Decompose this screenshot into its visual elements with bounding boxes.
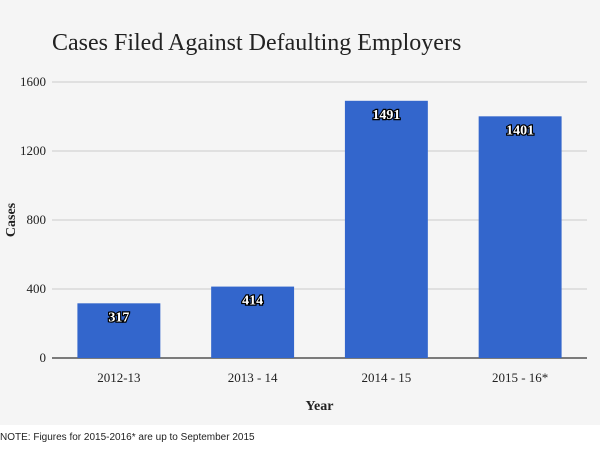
bar-chart: 0 400 800 1200 1600 317 2012-13 414 2013 - 14 149… xyxy=(4,74,587,414)
footnote: NOTE: Figures for 2015-2016* are up to S… xyxy=(0,432,255,443)
y-tick-label: 0 xyxy=(40,350,47,365)
chart-panel: Cases Filed Against Defaulting Employers… xyxy=(4,30,587,414)
y-tick-label: 1600 xyxy=(20,74,46,89)
bar xyxy=(344,100,428,359)
x-tick-label: 2012-13 xyxy=(97,370,140,385)
y-tick-label: 1200 xyxy=(20,143,46,158)
y-tick-label: 800 xyxy=(27,212,47,227)
bar xyxy=(478,116,562,358)
y-tick-label: 400 xyxy=(27,281,47,296)
data-label: 1491 xyxy=(372,108,400,123)
data-label: 1401 xyxy=(506,123,534,138)
data-label: 317 xyxy=(108,310,129,325)
x-tick-label: 2015 - 16* xyxy=(492,370,548,385)
x-tick-label: 2013 - 14 xyxy=(228,370,278,385)
chart-title: Cases Filed Against Defaulting Employers xyxy=(52,30,462,56)
data-label: 414 xyxy=(242,294,263,309)
x-axis-title: Year xyxy=(306,399,334,414)
bar xyxy=(77,303,161,358)
x-tick-label: 2014 - 15 xyxy=(361,370,411,385)
bar xyxy=(211,286,295,358)
y-axis-title: Cases xyxy=(4,202,19,237)
